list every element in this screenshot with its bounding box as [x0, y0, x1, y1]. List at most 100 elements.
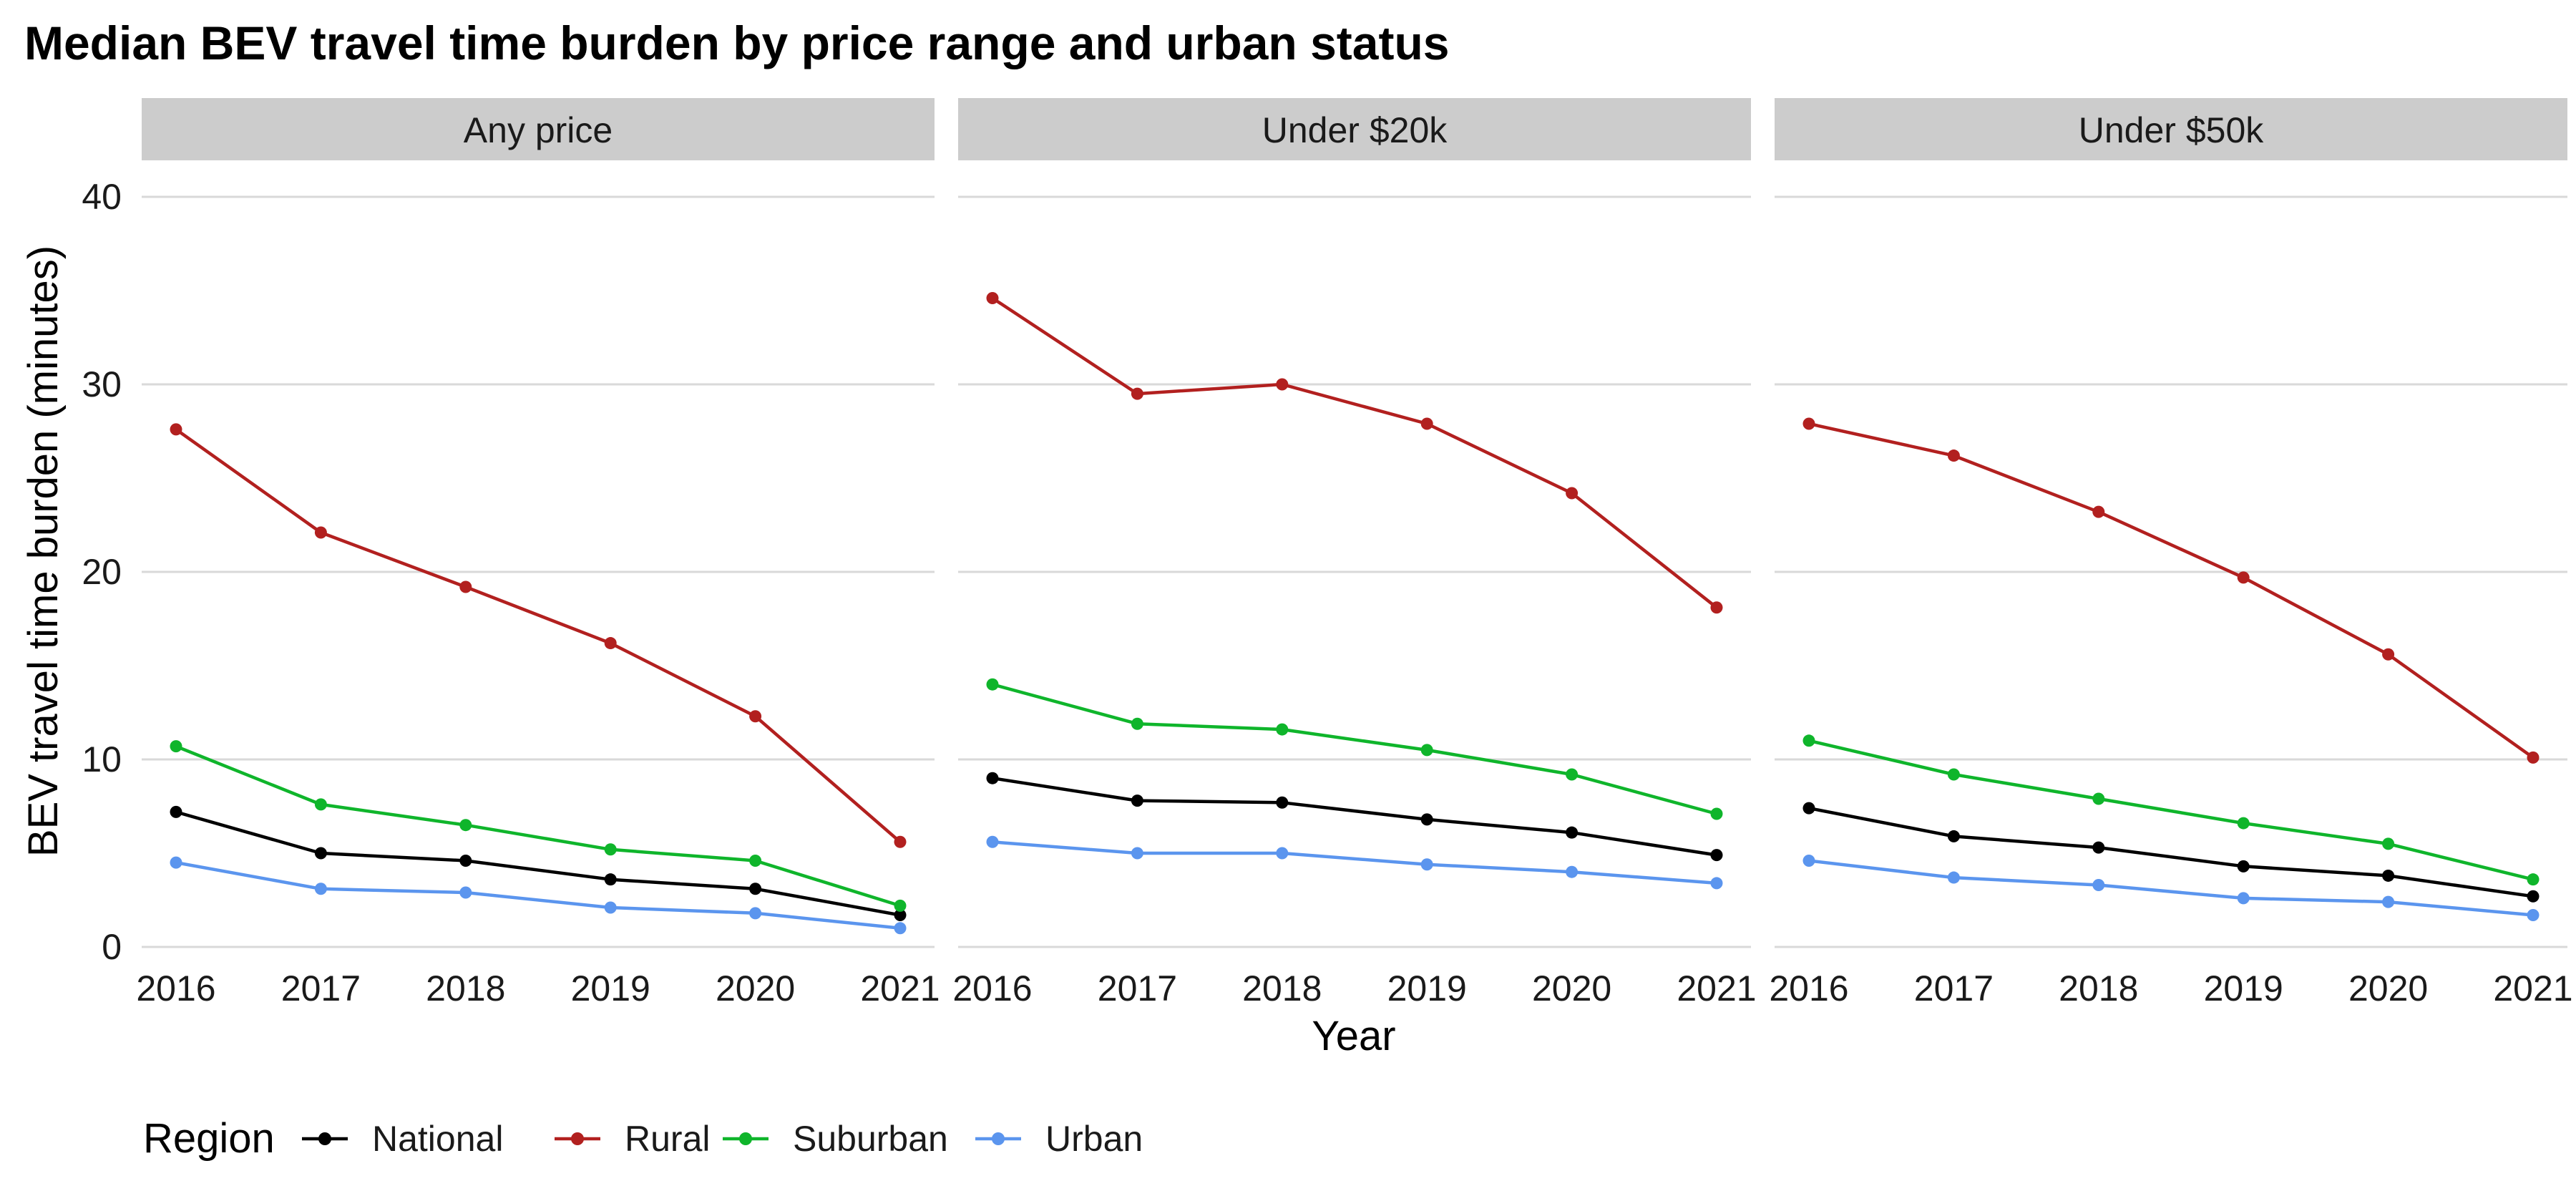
data-point-urban: [1802, 854, 1815, 867]
data-point-national: [749, 883, 762, 895]
data-point-urban: [986, 835, 999, 848]
data-point-urban: [2382, 895, 2395, 908]
data-point-suburban: [170, 740, 182, 753]
legend-item-urban: Urban: [975, 1119, 1143, 1159]
legend-label: Urban: [1045, 1119, 1143, 1159]
data-point-urban: [1131, 847, 1143, 860]
panel-2: Under $20k 2016 2017 2018 2019 2020 2021: [952, 98, 1757, 1009]
data-point-rural: [170, 423, 182, 436]
data-point-suburban: [604, 843, 617, 856]
data-point-suburban: [894, 899, 907, 912]
data-point-rural: [894, 835, 907, 848]
x-tick-label: 2016: [952, 968, 1032, 1009]
data-point-urban: [170, 856, 182, 869]
data-point-rural: [1276, 378, 1289, 391]
data-point-suburban: [2092, 792, 2105, 805]
data-point-national: [2092, 841, 2105, 854]
data-point-rural: [986, 291, 999, 304]
panel-strip-label: Under $20k: [1262, 110, 1448, 150]
data-point-suburban: [1276, 723, 1289, 736]
data-point-rural: [1947, 449, 1960, 462]
y-tick-label: 10: [82, 739, 122, 779]
data-point-urban: [604, 901, 617, 914]
data-point-national: [986, 772, 999, 784]
series-line-national: [992, 776, 1717, 857]
legend-key-point: [318, 1132, 331, 1145]
y-tick-label: 30: [82, 364, 122, 404]
data-point-urban: [1420, 858, 1433, 871]
data-point-national: [314, 847, 327, 860]
x-tick-label: 2017: [1098, 968, 1177, 1009]
legend-key-point: [571, 1132, 584, 1145]
data-point-rural: [604, 637, 617, 650]
data-point-rural: [2092, 505, 2105, 518]
series-line-rural: [991, 296, 1718, 609]
panels: Any price 2016 2017 2018 2019 2020 2021 Under $…: [82, 98, 2573, 1009]
legend-item-national: National: [302, 1119, 503, 1159]
y-tick-label: 0: [102, 927, 122, 967]
data-point-suburban: [2527, 873, 2540, 886]
x-tick-label: 2020: [716, 968, 795, 1009]
data-point-suburban: [986, 678, 999, 691]
data-point-rural: [1566, 487, 1579, 500]
x-tick-label: 2017: [281, 968, 361, 1009]
y-axis-title: BEV travel time burden (minutes): [20, 246, 67, 857]
series-line-suburban: [175, 744, 901, 908]
panel-strip: [958, 98, 1751, 160]
legend-item-suburban: Suburban: [723, 1119, 948, 1159]
data-point-rural: [1420, 417, 1433, 430]
legend: Region National Rural Suburban Urban: [143, 1115, 1143, 1162]
panel-strip: [142, 98, 935, 160]
series-line-urban: [175, 860, 901, 930]
data-point-national: [1710, 849, 1723, 862]
data-point-urban: [2527, 908, 2540, 921]
data-point-rural: [1710, 601, 1723, 614]
data-point-rural: [314, 526, 327, 539]
data-point-rural: [2382, 648, 2395, 661]
series-line-urban: [1808, 859, 2534, 917]
series-line-national: [1808, 806, 2534, 898]
x-tick-label: 2021: [2493, 968, 2572, 1009]
series-line-rural: [175, 428, 902, 843]
panel-strip-label: Under $50k: [2079, 110, 2264, 150]
legend-key-point: [739, 1132, 752, 1145]
series-line-suburban: [1808, 739, 2534, 881]
legend-item-rural: Rural: [555, 1119, 710, 1159]
y-tick-label: 40: [82, 177, 122, 217]
data-point-urban: [2237, 892, 2250, 905]
data-point-national: [1420, 813, 1433, 826]
panel-strip: [1775, 98, 2567, 160]
data-point-rural: [1802, 417, 1815, 430]
data-point-urban: [749, 907, 762, 920]
series-line-rural: [1808, 422, 2534, 759]
data-point-suburban: [2237, 817, 2250, 830]
data-point-national: [1276, 796, 1289, 809]
data-point-suburban: [1947, 768, 1960, 781]
x-tick-label: 2019: [571, 968, 650, 1009]
data-point-urban: [1710, 877, 1723, 890]
legend-label: Suburban: [793, 1119, 948, 1159]
panel-strip-label: Any price: [464, 110, 613, 150]
x-tick-label: 2020: [2348, 968, 2428, 1009]
data-point-national: [2237, 860, 2250, 873]
x-tick-label: 2021: [860, 968, 940, 1009]
data-point-national: [1131, 794, 1143, 807]
data-point-suburban: [1710, 807, 1723, 820]
data-point-rural: [2527, 751, 2540, 764]
data-point-suburban: [459, 819, 472, 832]
data-point-suburban: [2382, 837, 2395, 850]
data-point-national: [459, 854, 472, 867]
data-point-national: [2382, 869, 2395, 882]
data-point-suburban: [1802, 734, 1815, 747]
legend-label: National: [372, 1119, 503, 1159]
data-point-national: [170, 805, 182, 818]
x-tick-label: 2018: [1242, 968, 1322, 1009]
panel-3: Under $50k 2016 2017 2018 2019 2020 2021: [1769, 98, 2573, 1009]
data-point-national: [604, 873, 617, 886]
data-point-national: [2527, 890, 2540, 903]
x-tick-label: 2021: [1677, 968, 1756, 1009]
x-tick-label: 2016: [1769, 968, 1848, 1009]
data-point-suburban: [1131, 717, 1143, 730]
series-line-urban: [992, 840, 1717, 885]
